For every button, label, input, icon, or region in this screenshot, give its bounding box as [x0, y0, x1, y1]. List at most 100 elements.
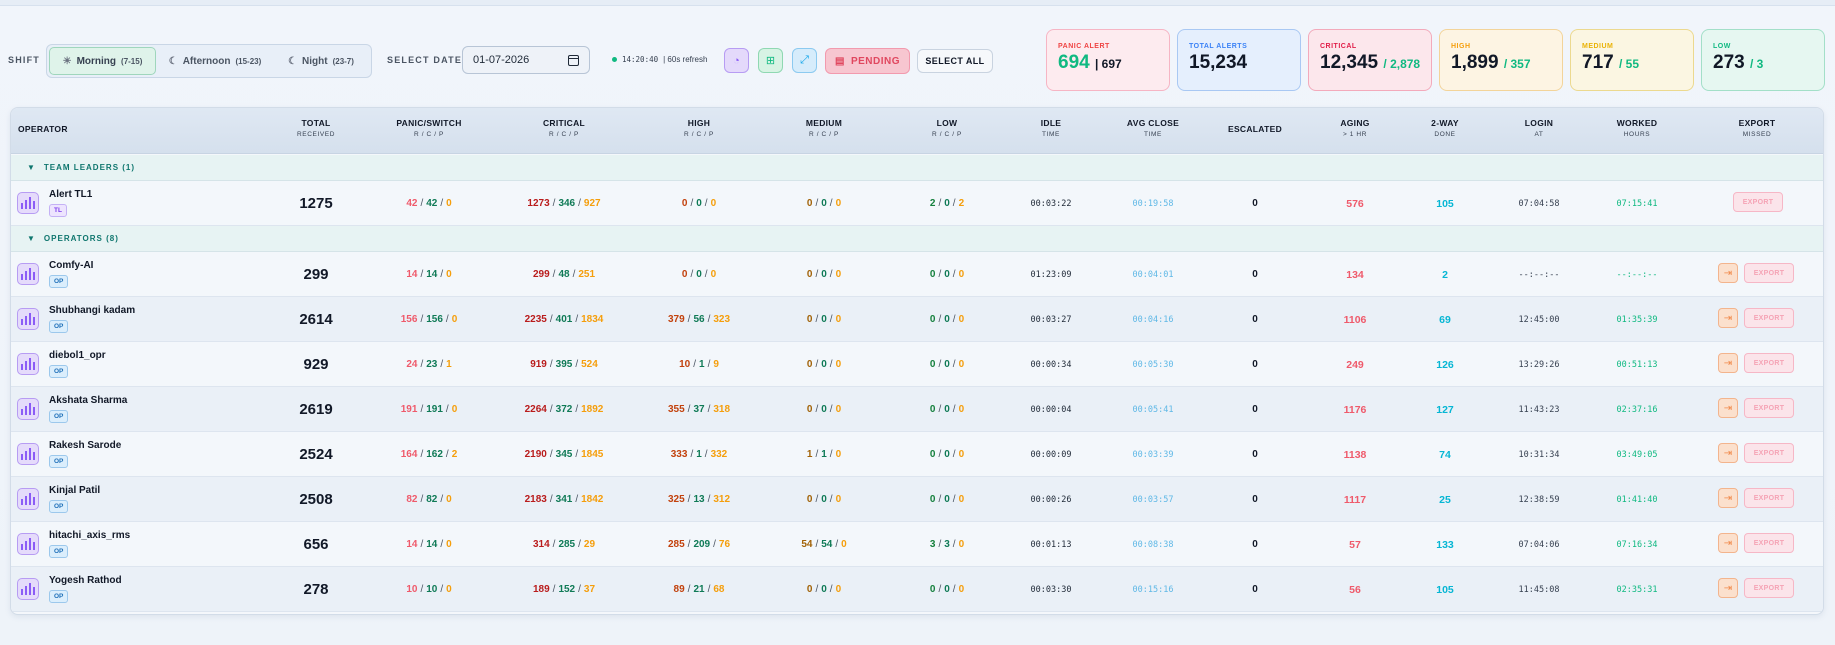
operator-name[interactable]: Kinjal Patil — [49, 485, 101, 496]
table-row[interactable]: Alert TL1 TL 1275 42/42/0 1273/346/927 0/0/0 0… — [11, 181, 1823, 226]
export-button[interactable]: EXPORT — [1744, 263, 1794, 283]
table-row[interactable]: Rakesh Sarode OP 2524 164/162/2 2190/345/184… — [11, 432, 1823, 477]
column-header-idle[interactable]: IDLE TIME — [1041, 118, 1062, 138]
bar-chart-icon[interactable] — [17, 578, 39, 600]
pie-chart-button[interactable]: ◔ — [724, 48, 749, 73]
shift-morning-button[interactable]: ☀ Morning (7-15) — [49, 47, 156, 75]
live-status: 14:20:40 | 60s refresh — [612, 55, 707, 64]
export-arrow-icon[interactable]: ⇥ — [1718, 398, 1738, 418]
export-button[interactable]: EXPORT — [1744, 488, 1794, 508]
high-p: 76 — [718, 539, 731, 550]
export-button[interactable]: EXPORT — [1733, 192, 1783, 212]
table-row[interactable]: Kinjal Patil OP 2508 82/82/0 2183/341/1842 32… — [11, 477, 1823, 522]
bar-chart-icon[interactable] — [17, 308, 39, 330]
table-row[interactable]: Comfy-AI OP 299 14/14/0 299/48/251 0/0/0 0/0/0… — [11, 252, 1823, 297]
export-arrow-icon[interactable]: ⇥ — [1718, 308, 1738, 328]
export-button[interactable]: EXPORT — [1744, 443, 1794, 463]
medium: 0/0/0 — [807, 297, 841, 342]
bar-chart-icon[interactable] — [17, 353, 39, 375]
export-button[interactable]: EXPORT — [1744, 533, 1794, 553]
operator-name[interactable]: Alert TL1 — [49, 189, 93, 200]
operator-name[interactable]: Rakesh Sarode — [49, 440, 122, 451]
card-value: 717 — [1582, 52, 1614, 73]
calendar-icon[interactable] — [568, 54, 579, 66]
operator-name[interactable]: Yogesh Rathod — [49, 575, 122, 586]
medium-p: 0 — [835, 359, 842, 370]
separator: / — [704, 269, 708, 280]
medium: 0/0/0 — [807, 342, 841, 387]
worked-hours: 02:35:31 — [1616, 584, 1658, 595]
export-arrow-icon[interactable]: ⇥ — [1718, 488, 1738, 508]
caret-down-icon[interactable]: ▼ — [27, 163, 36, 172]
column-header-label: MEDIUM — [805, 118, 843, 128]
column-header-avg-close[interactable]: AVG CLOSE TIME — [1127, 118, 1179, 138]
fullscreen-button[interactable]: ⤢ — [792, 48, 817, 73]
separator: / — [440, 539, 444, 550]
column-header-2-way[interactable]: 2-WAY DONE — [1431, 118, 1459, 138]
operator-name[interactable]: Shubhangi kadam — [49, 305, 136, 316]
bar-chart-icon[interactable] — [17, 443, 39, 465]
summary-card-critical[interactable]: CRITICAL 12,345 / 2,878 — [1308, 29, 1432, 91]
column-header-high[interactable]: HIGH R / C / P — [684, 118, 714, 138]
separator: / — [815, 584, 819, 595]
critical-p: 29 — [583, 539, 596, 550]
column-header-escalated[interactable]: ESCALATED — [1228, 124, 1282, 134]
column-header-medium[interactable]: MEDIUM R / C / P — [806, 118, 842, 138]
summary-card-high[interactable]: HIGH 1,899 / 357 — [1439, 29, 1563, 91]
export-arrow-icon[interactable]: ⇥ — [1718, 263, 1738, 283]
medium-c: 0 — [821, 198, 827, 209]
column-header-operator[interactable]: OPERATOR — [18, 124, 68, 134]
summary-card-panic-alert[interactable]: PANIC ALERT 694 | 697 — [1046, 29, 1170, 91]
column-header-critical[interactable]: CRITICAL R / C / P — [543, 118, 585, 138]
column-header-low[interactable]: LOW R / C / P — [932, 118, 962, 138]
bar-chart-icon[interactable] — [17, 488, 39, 510]
date-input[interactable]: 01-07-2026 — [462, 46, 590, 74]
excel-export-button[interactable]: ⊞ — [758, 48, 783, 73]
export-arrow-icon[interactable]: ⇥ — [1718, 578, 1738, 598]
export-button[interactable]: EXPORT — [1744, 308, 1794, 328]
moon-icon: ☾ — [288, 55, 298, 67]
operator-name[interactable]: diebol1_opr — [49, 350, 106, 361]
table-row[interactable]: hitachi_axis_rms OP 656 14/14/0 314/285/29 28… — [11, 522, 1823, 567]
export-button[interactable]: EXPORT — [1744, 353, 1794, 373]
table-row[interactable]: Yogesh Rathod OP 278 10/10/0 189/152/37 89/21… — [11, 567, 1823, 612]
column-header-label: WORKED — [1616, 118, 1658, 128]
bar-chart-icon[interactable] — [17, 192, 39, 214]
group-header[interactable]: ▼ TEAM LEADERS (1) — [11, 155, 1823, 181]
bar-chart-icon[interactable] — [17, 398, 39, 420]
bar-chart-icon[interactable] — [17, 263, 39, 285]
select-all-button[interactable]: SELECT ALL — [917, 49, 993, 73]
column-header-worked[interactable]: WORKED HOURS — [1617, 118, 1658, 138]
critical-p: 1892 — [581, 404, 604, 415]
column-header-login[interactable]: LOGIN AT — [1525, 118, 1553, 138]
export-arrow-icon[interactable]: ⇥ — [1718, 533, 1738, 553]
caret-down-icon[interactable]: ▼ — [27, 234, 36, 243]
column-header-total[interactable]: TOTAL RECEIVED — [297, 118, 335, 138]
export-arrow-icon[interactable]: ⇥ — [1718, 353, 1738, 373]
pending-button[interactable]: ▤ PENDING — [825, 48, 910, 74]
column-header-aging[interactable]: AGING > 1 HR — [1340, 118, 1369, 138]
operator-name[interactable]: Akshata Sharma — [49, 395, 128, 406]
column-header-export[interactable]: EXPORT MISSED — [1739, 118, 1776, 138]
column-header-panic-switch[interactable]: PANIC/SWITCH R / C / P — [396, 118, 461, 138]
operator-name[interactable]: Comfy-AI — [49, 260, 94, 271]
role-badge: OP — [49, 275, 69, 288]
table-row[interactable]: diebol1_opr OP 929 24/23/1 919/395/524 10/1/9… — [11, 342, 1823, 387]
table-row[interactable]: Shubhangi kadam OP 2614 156/156/0 2235/401/1… — [11, 297, 1823, 342]
summary-card-total-alerts[interactable]: TOTAL ALERTS 15,234 — [1177, 29, 1301, 91]
export-arrow-icon[interactable]: ⇥ — [1718, 443, 1738, 463]
summary-card-medium[interactable]: MEDIUM 717 / 55 — [1570, 29, 1694, 91]
table-row[interactable]: Akshata Sharma OP 2619 191/191/0 2264/372/18… — [11, 387, 1823, 432]
separator: / — [704, 449, 708, 460]
operator-name[interactable]: hitachi_axis_rms — [49, 530, 131, 541]
two-way-done: 74 — [1439, 448, 1451, 461]
shift-night-label: Night — [302, 55, 328, 67]
bar-chart-icon[interactable] — [17, 533, 39, 555]
shift-afternoon-button[interactable]: ☾ Afternoon (15-23) — [156, 47, 274, 75]
column-header-label: LOW — [936, 118, 958, 128]
shift-night-button[interactable]: ☾ Night (23-7) — [274, 47, 368, 75]
summary-card-low[interactable]: LOW 273 / 3 — [1701, 29, 1825, 91]
group-header[interactable]: ▼ OPERATORS (8) — [11, 226, 1823, 252]
export-button[interactable]: EXPORT — [1744, 578, 1794, 598]
export-button[interactable]: EXPORT — [1744, 398, 1794, 418]
